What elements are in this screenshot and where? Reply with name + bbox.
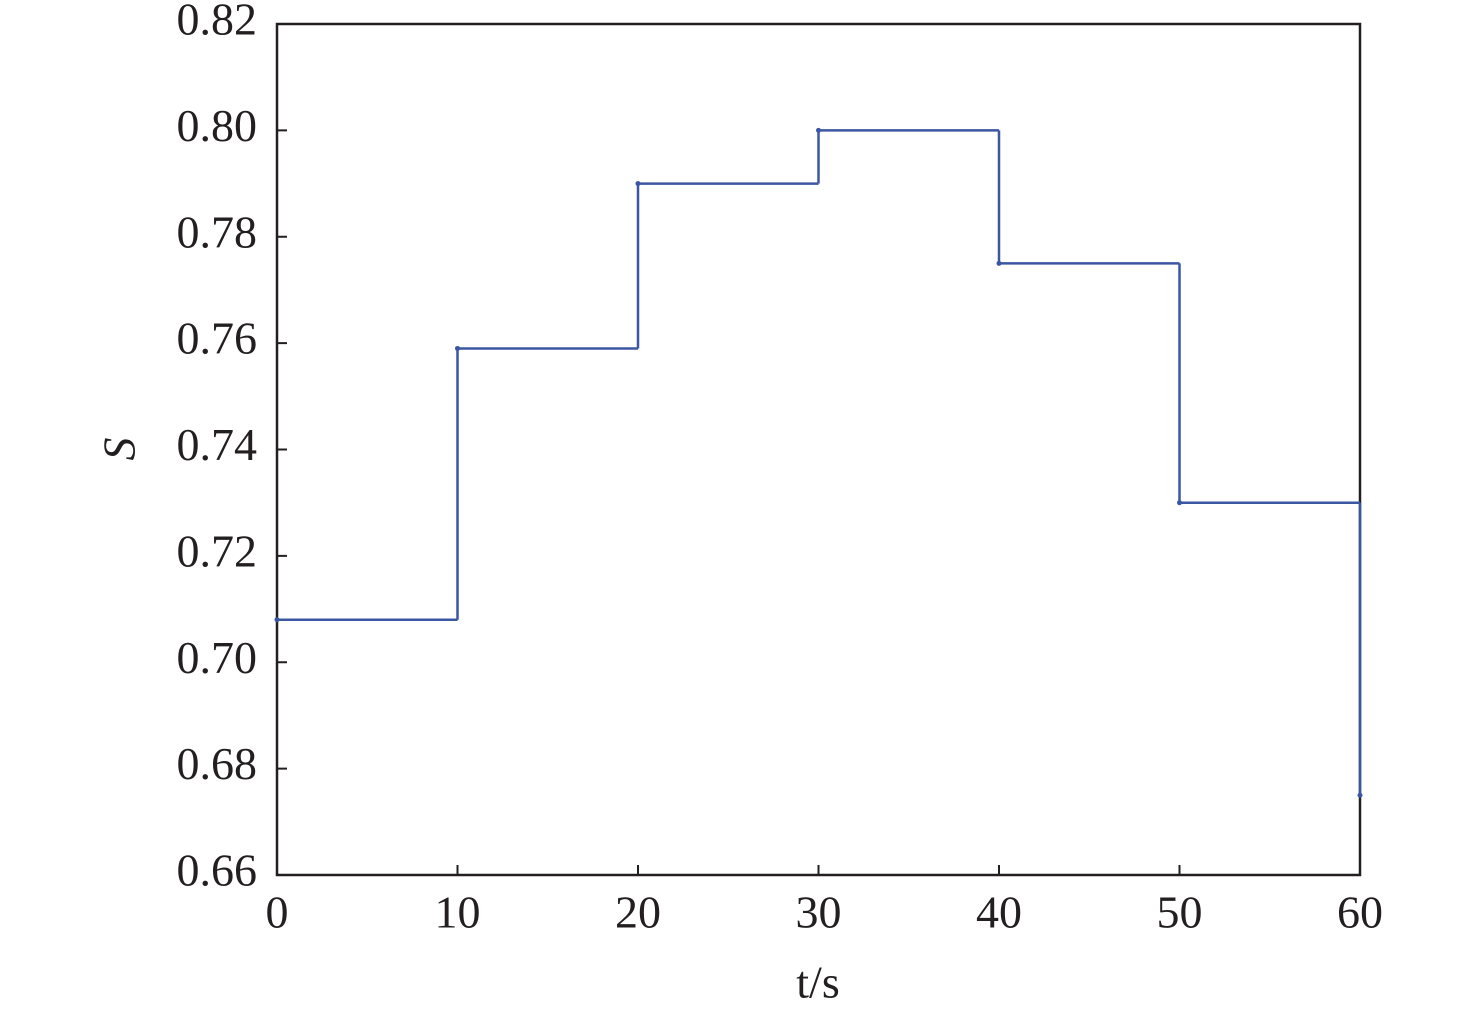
- x-axis-label: t/s: [796, 957, 839, 1008]
- y-tick-label: 0.76: [177, 313, 258, 364]
- y-tick-label: 0.80: [177, 100, 258, 151]
- y-tick-label: 0.68: [177, 738, 258, 789]
- step-point: [274, 617, 280, 623]
- y-tick-label: 0.72: [177, 525, 258, 576]
- step-point: [816, 127, 821, 133]
- x-tick-label: 20: [615, 887, 661, 938]
- step-point: [455, 345, 460, 351]
- step-point: [1177, 500, 1182, 506]
- y-tick-label: 0.78: [177, 206, 258, 257]
- x-tick-label: 60: [1337, 887, 1383, 938]
- x-tick-label: 0: [266, 887, 289, 938]
- step-point: [996, 260, 1002, 266]
- step-point: [1357, 792, 1363, 798]
- y-tick-label: 0.82: [177, 0, 258, 45]
- y-tick-label: 0.70: [177, 632, 258, 683]
- x-tick-label: 30: [796, 887, 842, 938]
- y-axis-label: S: [94, 438, 145, 461]
- x-tick-label: 40: [976, 887, 1022, 938]
- y-tick-label: 0.66: [177, 845, 258, 896]
- step-point: [635, 181, 641, 187]
- x-tick-label: 10: [435, 887, 481, 938]
- y-tick-label: 0.74: [177, 419, 258, 470]
- x-tick-label: 50: [1157, 887, 1203, 938]
